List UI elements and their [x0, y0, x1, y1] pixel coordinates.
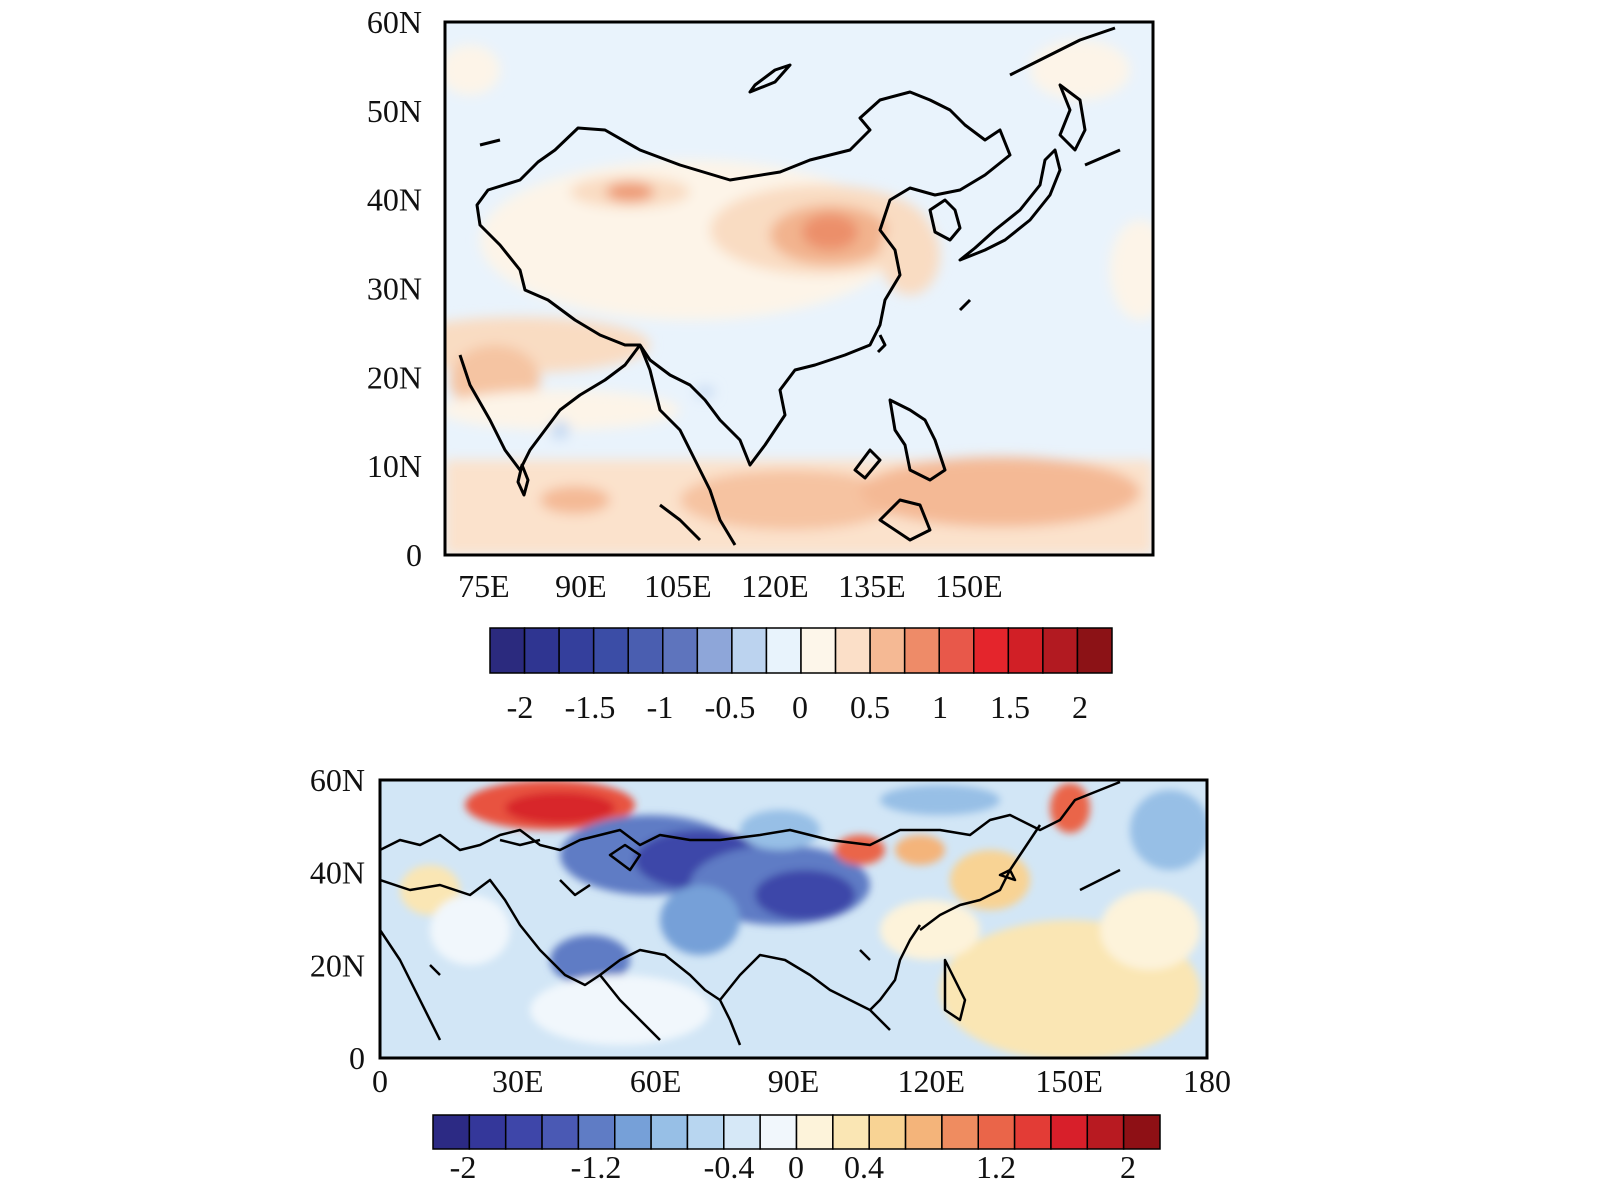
longitude-tick-label: 30E	[492, 1063, 544, 1099]
longitude-tick-label: 90E	[555, 568, 607, 604]
colorbar-swatch	[1007, 627, 1044, 674]
colorbar-tick-label: 0.5	[850, 689, 890, 725]
colorbar-swatch	[869, 627, 906, 674]
colorbar-swatch	[868, 1114, 907, 1150]
bottom-coastlines	[380, 780, 1121, 1046]
latitude-tick-label: 50N	[367, 93, 422, 129]
colorbar-tick-label: 2	[1072, 689, 1088, 725]
colorbar-swatch	[759, 1114, 798, 1150]
longitude-tick-label: 75E	[458, 568, 510, 604]
latitude-tick-label: 0	[406, 537, 422, 573]
top-axis-ticks: 60N 50N 40N 30N 20N 10N 0 75E 90E 105E 120E 135E 150…	[367, 4, 1003, 604]
colorbar-tick-label: -2	[450, 1149, 477, 1185]
colorbar-tick-label: -0.5	[705, 689, 756, 725]
longitude-tick-label: 0	[372, 1063, 388, 1099]
colorbar-swatch	[834, 627, 871, 674]
bottom-map-frame	[378, 778, 1209, 1060]
colorbar-swatch	[1122, 1114, 1161, 1150]
longitude-tick-label: 150E	[935, 568, 1003, 604]
latitude-tick-label: 60N	[367, 4, 422, 40]
top-map-frame	[443, 20, 1155, 557]
colorbar-swatch	[558, 627, 595, 674]
colorbar-swatch	[1013, 1114, 1052, 1150]
top-anomaly-field	[445, 22, 1153, 555]
latitude-tick-label: 60N	[310, 762, 365, 798]
latitude-tick-label: 20N	[310, 947, 365, 983]
latitude-tick-label: 30N	[367, 271, 422, 307]
colorbar-tick-label: -1	[647, 689, 674, 725]
colorbar-swatch	[468, 1114, 507, 1150]
colorbar-swatch	[523, 627, 560, 674]
colorbar-swatch	[941, 1114, 980, 1150]
longitude-tick-label: 60E	[630, 1063, 682, 1099]
colorbar-tick-label: 1.5	[990, 689, 1030, 725]
latitude-tick-label: 40N	[310, 855, 365, 891]
longitude-tick-label: 120E	[898, 1063, 966, 1099]
colorbar-swatch	[795, 1114, 834, 1150]
longitude-tick-label: 135E	[838, 568, 906, 604]
colorbar-swatch	[650, 1114, 689, 1150]
colorbar-swatch	[904, 1114, 943, 1150]
longitude-tick-label: 150E	[1035, 1063, 1103, 1099]
longitude-tick-label: 90E	[768, 1063, 820, 1099]
colorbar-swatch	[731, 627, 768, 674]
colorbar-swatch	[592, 627, 629, 674]
bottom-axis-ticks: 60N 40N 20N 00 30E 60E 90E 120E 150E 180	[310, 762, 1231, 1099]
colorbar-tick-label: 0	[792, 689, 808, 725]
colorbar-swatch	[577, 1114, 616, 1150]
colorbar-tick-label: 1	[932, 689, 948, 725]
colorbar-swatch	[432, 1114, 471, 1150]
latitude-tick-label: 40N	[367, 182, 422, 218]
colorbar-tick-label: 0	[788, 1149, 804, 1185]
colorbar-tick-label: -0.4	[704, 1149, 755, 1185]
colorbar-tick-label: 0.4	[844, 1149, 884, 1185]
colorbar-swatch	[1050, 1114, 1089, 1150]
colorbar-swatch	[973, 627, 1010, 674]
latitude-tick-label: 0	[349, 1040, 365, 1076]
colorbar-swatch	[1042, 627, 1079, 674]
colorbar-tick-label: 1.2	[976, 1149, 1016, 1185]
top-colorbar: -2 -1.5 -1 -0.5 0 0.5 1 1.5 2	[489, 627, 1113, 725]
colorbar-swatch	[627, 627, 664, 674]
colorbar-swatch	[614, 1114, 652, 1150]
colorbar-swatch	[903, 627, 940, 674]
colorbar-swatch	[765, 627, 802, 674]
colorbar-swatch	[541, 1114, 580, 1150]
colorbar-swatch	[696, 627, 733, 674]
longitude-tick-label: 120E	[741, 568, 809, 604]
bottom-anomaly-field	[380, 780, 1207, 1058]
top-map-panel: 60N 50N 40N 30N 20N 10N 0 75E 90E 105E 120E 135E 150…	[367, 4, 1155, 725]
colorbar-swatch	[504, 1114, 543, 1150]
bottom-colorbar: -2 -1.2 -0.4 0 0.4 1.2 2	[432, 1114, 1161, 1185]
colorbar-swatch	[1076, 627, 1113, 674]
colorbar-tick-label: -1.2	[571, 1149, 622, 1185]
longitude-tick-label: 180	[1183, 1063, 1231, 1099]
colorbar-swatch	[489, 627, 526, 674]
longitude-tick-label: 105E	[644, 568, 712, 604]
colorbar-swatch	[1086, 1114, 1125, 1150]
colorbar-swatch	[977, 1114, 1016, 1150]
top-coastlines	[458, 26, 1121, 546]
colorbar-swatch	[686, 1114, 725, 1150]
colorbar-tick-label: 2	[1120, 1149, 1136, 1185]
colorbar-swatch	[800, 627, 837, 674]
colorbar-swatch	[832, 1114, 870, 1150]
latitude-tick-label: 20N	[367, 359, 422, 395]
colorbar-tick-label: -1.5	[565, 689, 616, 725]
colorbar-tick-label: -2	[507, 689, 534, 725]
colorbar-swatch	[723, 1114, 761, 1150]
colorbar-swatch	[938, 627, 975, 674]
latitude-tick-label: 10N	[367, 448, 422, 484]
colorbar-swatch	[662, 627, 699, 674]
